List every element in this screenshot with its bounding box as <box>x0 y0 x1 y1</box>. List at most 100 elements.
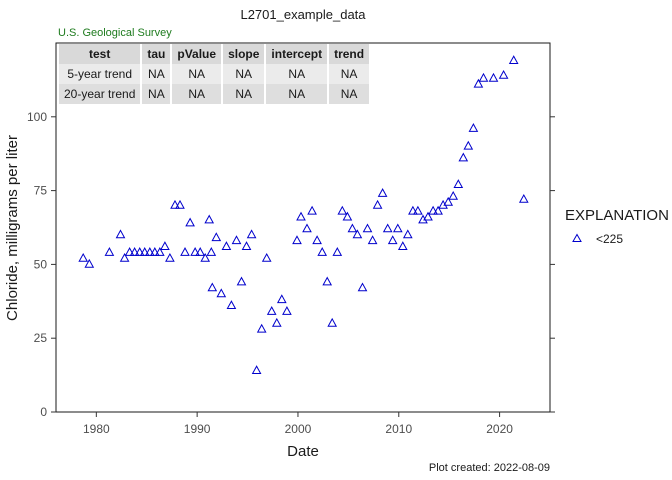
data-point-marker <box>231 235 242 245</box>
data-point-marker <box>458 152 469 162</box>
data-point-marker <box>448 190 459 200</box>
data-point-marker <box>322 276 333 286</box>
y-tick-label: 25 <box>34 331 48 345</box>
data-point-marker <box>226 300 237 309</box>
data-points <box>78 55 529 374</box>
table-row: 5-year trend NA NA NA NA NA <box>59 64 370 84</box>
table-cell: NA <box>142 84 171 104</box>
data-point-marker <box>327 317 338 327</box>
column-header-test: test <box>59 44 141 64</box>
data-point-marker <box>362 223 373 233</box>
y-tick-label: 100 <box>27 110 47 124</box>
y-tick-label: 75 <box>34 184 48 198</box>
data-point-marker <box>139 247 150 256</box>
data-point-marker <box>246 229 257 239</box>
x-tick-label: 2000 <box>285 422 312 436</box>
data-point-marker <box>170 199 180 209</box>
data-point-marker <box>443 196 454 206</box>
y-tick-label: 0 <box>40 405 47 419</box>
chart-title: L2701_example_data <box>240 7 366 22</box>
data-point-marker <box>129 247 140 256</box>
column-header-intercept: intercept <box>266 44 328 64</box>
data-point-marker <box>216 288 227 298</box>
data-point-marker <box>372 199 383 209</box>
table-cell: NA <box>266 84 328 104</box>
x-axis-title: Date <box>287 443 319 460</box>
data-point-marker <box>382 223 393 233</box>
column-header-slope: slope <box>223 44 265 64</box>
y-axis-title: Chloride, milligrams per liter <box>4 135 21 321</box>
table-cell: NA <box>223 84 265 104</box>
x-tick-label: 1980 <box>83 422 110 436</box>
table-cell: NA <box>172 64 222 84</box>
data-point-marker <box>180 247 190 256</box>
data-point-marker <box>78 252 89 262</box>
column-header-pvalue: pValue <box>172 44 222 64</box>
data-point-marker <box>256 323 267 333</box>
data-point-marker <box>392 223 403 233</box>
data-point-marker <box>221 241 232 250</box>
data-point-marker <box>119 252 130 262</box>
data-point-marker <box>347 223 358 233</box>
data-point-marker <box>498 69 509 79</box>
data-point-marker <box>115 229 126 239</box>
data-point-marker <box>433 205 443 215</box>
table-cell: 5-year trend <box>59 64 141 84</box>
data-point-marker <box>508 55 519 64</box>
data-point-marker <box>367 235 378 245</box>
data-point-marker <box>296 211 306 221</box>
data-point-marker <box>206 247 217 256</box>
data-point-marker <box>185 217 195 227</box>
data-point-marker <box>342 211 353 221</box>
data-point-marker <box>165 252 175 262</box>
data-point-marker <box>337 205 348 215</box>
data-point-marker <box>144 247 155 256</box>
x-tick-label: 2010 <box>385 422 412 436</box>
data-point-marker <box>266 306 277 315</box>
x-axis: 1980 1990 2000 2010 2020 <box>83 412 513 436</box>
data-point-marker <box>453 179 464 188</box>
data-point-marker <box>195 247 206 256</box>
data-point-marker <box>211 232 222 242</box>
x-tick-label: 1990 <box>184 422 211 436</box>
data-point-marker <box>84 258 95 268</box>
table-cell: NA <box>266 64 328 84</box>
data-point-marker <box>261 252 272 262</box>
table-cell: NA <box>329 64 370 84</box>
data-point-marker <box>488 72 499 82</box>
legend-marker <box>572 233 582 242</box>
table-cell: NA <box>329 84 370 104</box>
table-cell: NA <box>142 64 171 84</box>
data-point-marker <box>190 247 200 256</box>
table-row: 20-year trend NA NA NA NA NA <box>59 84 370 104</box>
data-point-marker <box>307 205 317 215</box>
data-point-marker <box>428 205 438 215</box>
data-point-marker <box>149 247 160 256</box>
data-point-marker <box>357 282 368 292</box>
y-axis: 0 25 50 75 100 <box>27 110 555 419</box>
data-point-marker <box>468 123 479 132</box>
plot-created-caption: Plot created: 2022-08-09 <box>429 462 550 474</box>
data-point-marker <box>134 247 145 256</box>
data-point-marker <box>236 276 247 286</box>
table-cell: 20-year trend <box>59 84 141 104</box>
data-point-marker <box>418 214 428 224</box>
data-point-marker <box>413 205 423 215</box>
data-point-marker <box>104 247 115 256</box>
trend-table: test tau pValue slope intercept trend 5-… <box>57 44 371 104</box>
data-point-marker <box>292 235 302 245</box>
column-header-trend: trend <box>329 44 370 64</box>
data-point-marker <box>423 211 433 221</box>
data-point-marker <box>317 247 328 256</box>
legend-title: EXPLANATION <box>565 207 669 224</box>
data-point-marker <box>408 205 418 215</box>
data-point-marker <box>312 235 322 245</box>
data-point-marker <box>478 72 489 82</box>
trend-table-header: test tau pValue slope intercept trend <box>59 44 370 64</box>
data-point-marker <box>160 241 170 250</box>
data-point-marker <box>207 282 218 292</box>
agency-label: U.S. Geological Survey <box>58 27 172 39</box>
data-point-marker <box>463 140 474 150</box>
data-point-marker <box>332 247 343 256</box>
